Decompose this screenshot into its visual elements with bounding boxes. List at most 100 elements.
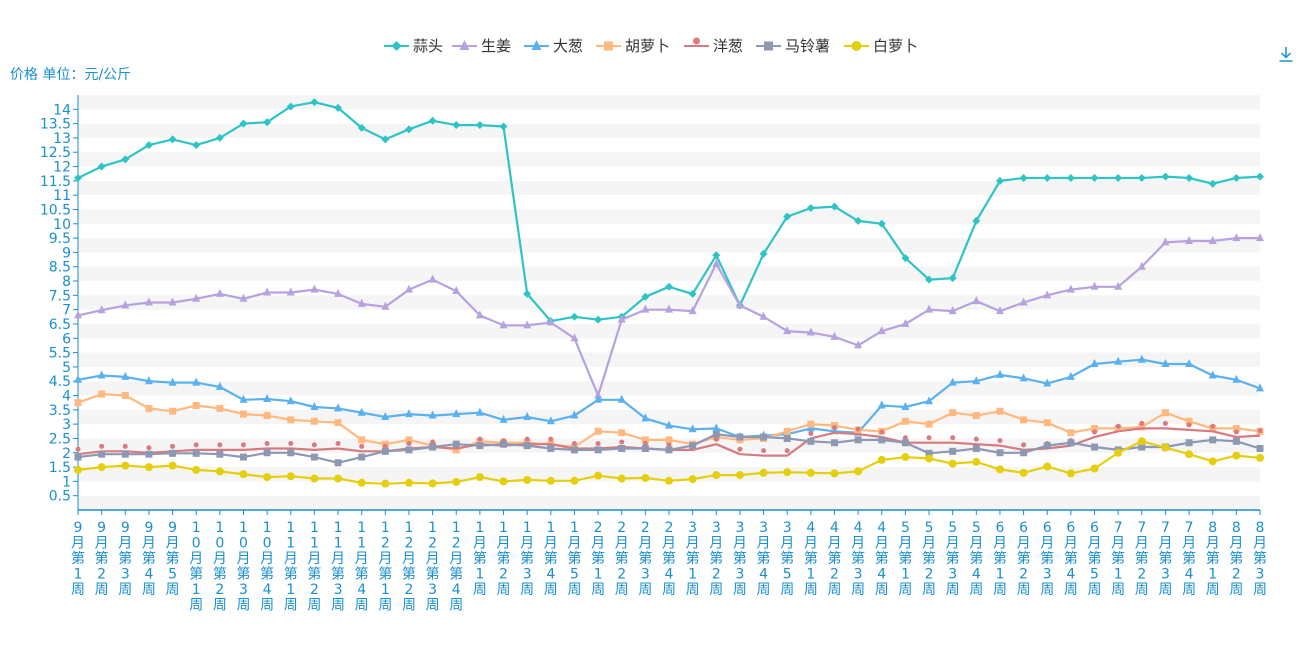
- data-point[interactable]: [357, 298, 366, 307]
- data-point[interactable]: [641, 292, 650, 301]
- data-point[interactable]: [925, 304, 934, 313]
- data-point[interactable]: [570, 312, 579, 321]
- data-point[interactable]: [1067, 439, 1075, 447]
- data-point[interactable]: [1161, 359, 1170, 368]
- data-point[interactable]: [215, 467, 224, 476]
- data-point[interactable]: [334, 459, 342, 467]
- data-point[interactable]: [972, 216, 981, 225]
- data-point[interactable]: [783, 434, 791, 442]
- data-point[interactable]: [1114, 281, 1123, 290]
- data-point[interactable]: [783, 212, 792, 221]
- data-point[interactable]: [830, 439, 838, 447]
- data-point[interactable]: [665, 446, 673, 454]
- data-point[interactable]: [854, 216, 863, 225]
- data-point[interactable]: [1090, 464, 1099, 473]
- data-point[interactable]: [1186, 422, 1192, 428]
- data-point[interactable]: [546, 476, 555, 485]
- data-point[interactable]: [736, 433, 744, 441]
- data-point[interactable]: [925, 420, 933, 428]
- data-point[interactable]: [570, 410, 579, 419]
- data-point[interactable]: [1161, 409, 1169, 417]
- legend-item[interactable]: 生姜: [452, 37, 511, 55]
- data-point[interactable]: [74, 174, 82, 182]
- data-point[interactable]: [877, 326, 886, 335]
- data-point[interactable]: [1185, 359, 1194, 368]
- data-point[interactable]: [830, 469, 839, 478]
- data-point[interactable]: [1256, 172, 1264, 181]
- data-point[interactable]: [287, 416, 295, 424]
- data-point[interactable]: [594, 394, 603, 403]
- data-point[interactable]: [948, 274, 957, 283]
- data-point[interactable]: [169, 407, 177, 415]
- data-point[interactable]: [475, 310, 484, 319]
- data-point[interactable]: [807, 420, 815, 428]
- data-point[interactable]: [925, 449, 933, 457]
- data-point[interactable]: [334, 103, 343, 112]
- data-point[interactable]: [286, 287, 295, 296]
- data-point[interactable]: [381, 447, 389, 455]
- data-point[interactable]: [144, 376, 153, 385]
- data-point[interactable]: [546, 416, 555, 425]
- data-point[interactable]: [499, 320, 508, 329]
- data-point[interactable]: [452, 446, 460, 454]
- data-point[interactable]: [429, 443, 437, 451]
- data-point[interactable]: [168, 297, 177, 306]
- data-point[interactable]: [97, 463, 106, 472]
- data-point[interactable]: [571, 440, 577, 446]
- data-point[interactable]: [855, 426, 861, 432]
- data-point[interactable]: [98, 390, 106, 398]
- data-point[interactable]: [783, 326, 792, 335]
- data-point[interactable]: [523, 442, 531, 450]
- data-point[interactable]: [193, 442, 199, 448]
- data-point[interactable]: [121, 450, 129, 458]
- legend-item[interactable]: 蒜头: [384, 37, 443, 55]
- data-point[interactable]: [121, 155, 130, 164]
- data-point[interactable]: [239, 293, 248, 302]
- data-point[interactable]: [1161, 172, 1170, 181]
- data-point[interactable]: [477, 436, 483, 442]
- data-point[interactable]: [1043, 378, 1052, 387]
- data-point[interactable]: [358, 453, 366, 461]
- data-point[interactable]: [1256, 444, 1264, 452]
- data-point[interactable]: [523, 475, 532, 484]
- data-point[interactable]: [879, 429, 885, 435]
- data-point[interactable]: [192, 377, 201, 386]
- data-point[interactable]: [1208, 370, 1217, 379]
- data-point[interactable]: [310, 453, 318, 461]
- data-point[interactable]: [286, 102, 295, 111]
- data-point[interactable]: [286, 396, 295, 405]
- data-point[interactable]: [428, 479, 437, 488]
- data-point[interactable]: [475, 407, 484, 416]
- data-point[interactable]: [215, 133, 224, 142]
- data-point[interactable]: [1233, 429, 1239, 435]
- data-point[interactable]: [381, 411, 390, 420]
- data-point[interactable]: [901, 417, 909, 425]
- data-point[interactable]: [192, 449, 200, 457]
- data-point[interactable]: [713, 436, 719, 442]
- data-point[interactable]: [74, 465, 82, 474]
- data-point[interactable]: [357, 123, 366, 132]
- data-point[interactable]: [901, 453, 910, 462]
- data-point[interactable]: [1137, 261, 1146, 270]
- data-point[interactable]: [1043, 290, 1052, 299]
- data-point[interactable]: [524, 436, 530, 442]
- data-point[interactable]: [972, 444, 980, 452]
- data-point[interactable]: [145, 404, 153, 412]
- legend-item[interactable]: 洋葱: [684, 37, 743, 55]
- data-point[interactable]: [783, 427, 791, 435]
- data-point[interactable]: [688, 424, 697, 433]
- download-icon[interactable]: [1279, 47, 1293, 62]
- data-point[interactable]: [144, 463, 153, 472]
- data-point[interactable]: [1114, 174, 1123, 182]
- data-point[interactable]: [452, 409, 461, 418]
- data-point[interactable]: [1021, 442, 1027, 448]
- data-point[interactable]: [74, 399, 82, 407]
- data-point[interactable]: [1232, 437, 1240, 445]
- data-point[interactable]: [1161, 237, 1170, 246]
- data-point[interactable]: [665, 282, 673, 291]
- data-point[interactable]: [1019, 297, 1028, 306]
- data-point[interactable]: [97, 305, 106, 314]
- data-point[interactable]: [641, 473, 650, 482]
- data-point[interactable]: [948, 306, 957, 315]
- data-point[interactable]: [404, 284, 413, 293]
